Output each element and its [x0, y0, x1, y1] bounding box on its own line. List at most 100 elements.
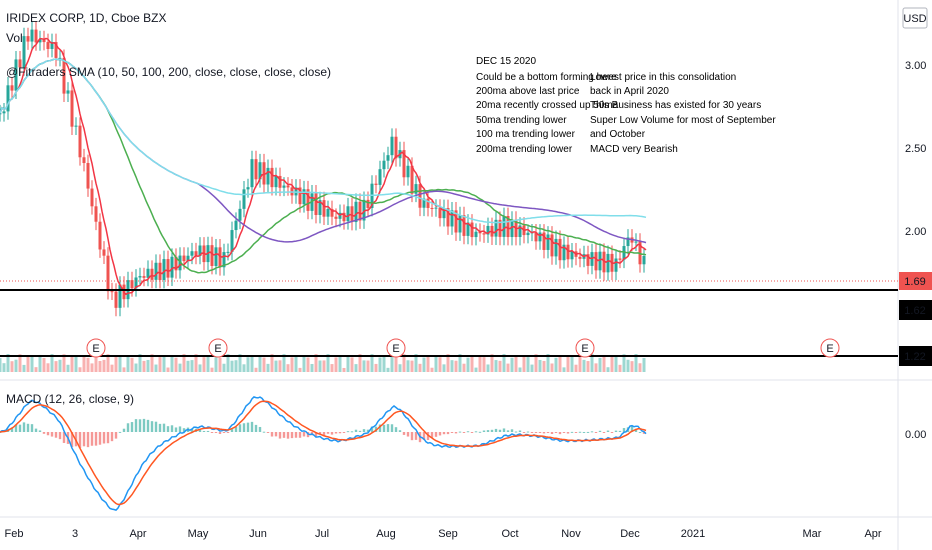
volume-bar	[522, 355, 526, 372]
macd-histogram-bar	[174, 427, 178, 432]
macd-histogram-bar	[158, 423, 162, 432]
candle-body	[198, 245, 202, 256]
volume-bar	[322, 360, 326, 372]
volume-bar	[214, 355, 218, 372]
volume-bar	[498, 360, 502, 372]
volume-bar	[122, 367, 126, 372]
candle-body	[558, 238, 562, 261]
macd-histogram-bar	[562, 432, 566, 433]
svg-text:E: E	[392, 343, 399, 355]
macd-histogram-bar	[466, 431, 470, 433]
sma-lines	[0, 37, 647, 296]
macd-histogram-bar	[634, 428, 638, 432]
macd-histogram-bar	[178, 426, 182, 432]
volume-bar	[54, 361, 58, 372]
candle-body	[358, 201, 362, 221]
level-badge-1	[899, 300, 932, 320]
macd-histogram-bar	[190, 428, 194, 432]
macd-histogram-bar	[366, 429, 370, 432]
macd-histogram-bar	[414, 432, 418, 440]
volume-bar	[254, 367, 258, 372]
candle-body	[394, 136, 398, 159]
candle-body	[602, 251, 606, 273]
earnings-marker[interactable]: E	[386, 338, 406, 358]
macd-histogram-bar	[470, 432, 474, 433]
macd-histogram-bar	[294, 432, 298, 438]
macd-histogram-bar	[522, 432, 526, 433]
volume-bar	[382, 355, 386, 372]
svg-text:200ma above last price: 200ma above last price	[476, 86, 580, 97]
macd-histogram-bar	[126, 423, 130, 432]
candle-body	[70, 90, 74, 127]
candle-body	[594, 252, 598, 271]
macd-histogram-bar	[610, 432, 614, 433]
candle-body	[406, 165, 410, 178]
volume-bar	[98, 360, 102, 372]
volume-bar	[270, 354, 274, 372]
candle-body	[190, 251, 194, 256]
volume-bar	[438, 357, 442, 372]
volume-bar	[418, 363, 422, 372]
macd-histogram-bar	[282, 432, 286, 438]
candle-body	[174, 256, 178, 271]
note-annotation[interactable]: DEC 15 2020 Could be a bottom forming he…	[476, 56, 776, 155]
volume-bar	[258, 355, 262, 372]
candle-body	[250, 159, 254, 188]
volume-bar	[442, 364, 446, 372]
candle-body	[58, 57, 62, 59]
earnings-marker[interactable]: E	[86, 338, 106, 358]
candle-body	[362, 199, 366, 221]
macd-histogram-bar	[302, 432, 306, 437]
volume-bar	[230, 360, 234, 372]
volume-bar	[202, 357, 206, 372]
volume-bar	[30, 355, 34, 372]
volume-bar	[18, 354, 22, 372]
earnings-marker[interactable]: E	[208, 338, 228, 358]
last-price-badge	[899, 272, 932, 290]
candle-body	[266, 167, 270, 185]
macd-histogram-bar	[510, 429, 514, 432]
macd-histogram-bar	[594, 432, 598, 433]
volume-bar	[494, 360, 498, 372]
volume-bar	[378, 357, 382, 372]
candle-body	[94, 206, 98, 222]
svg-text:200ma trending lower: 200ma trending lower	[476, 144, 573, 155]
candle-body	[390, 136, 394, 156]
time-axis: Feb 3 Apr May Jun Jul Aug Sep Oct Nov De…	[5, 528, 882, 540]
volume-bar	[426, 355, 430, 372]
candle-body	[642, 255, 646, 265]
macd-histogram-bar	[346, 431, 350, 433]
earnings-marker[interactable]: E	[575, 338, 595, 358]
candle-body	[482, 233, 486, 235]
macd-histogram-bar	[54, 432, 58, 438]
candle-body	[50, 42, 54, 49]
candle-body	[62, 57, 66, 94]
candle-body	[334, 216, 338, 219]
volume-bar	[34, 367, 38, 372]
volume-bar	[6, 354, 10, 372]
currency-button[interactable]	[902, 7, 928, 29]
earnings-marker[interactable]: E	[820, 338, 840, 358]
macd-histogram-bar	[114, 432, 118, 439]
volume-bar	[170, 355, 174, 372]
macd-histogram-bar	[150, 421, 154, 432]
candle-body	[570, 251, 574, 260]
volume-bar	[278, 360, 282, 372]
macd-histogram-bar	[206, 430, 210, 432]
svg-text:50ma trending lower: 50ma trending lower	[476, 115, 567, 126]
volume-bar	[290, 357, 294, 372]
macd-histogram-bar	[538, 432, 542, 433]
volume-bar	[150, 354, 154, 372]
volume-bar	[466, 357, 470, 372]
candle-body	[6, 85, 10, 112]
candle-body	[414, 184, 418, 194]
volume-bar	[90, 363, 94, 372]
candle-body	[166, 259, 170, 278]
candle-body	[66, 90, 70, 94]
candle-body	[106, 255, 110, 292]
macd-histogram-bar	[222, 432, 226, 433]
volume-bar	[266, 363, 270, 372]
macd-histogram-bar	[138, 419, 142, 432]
candle-body	[598, 251, 602, 271]
